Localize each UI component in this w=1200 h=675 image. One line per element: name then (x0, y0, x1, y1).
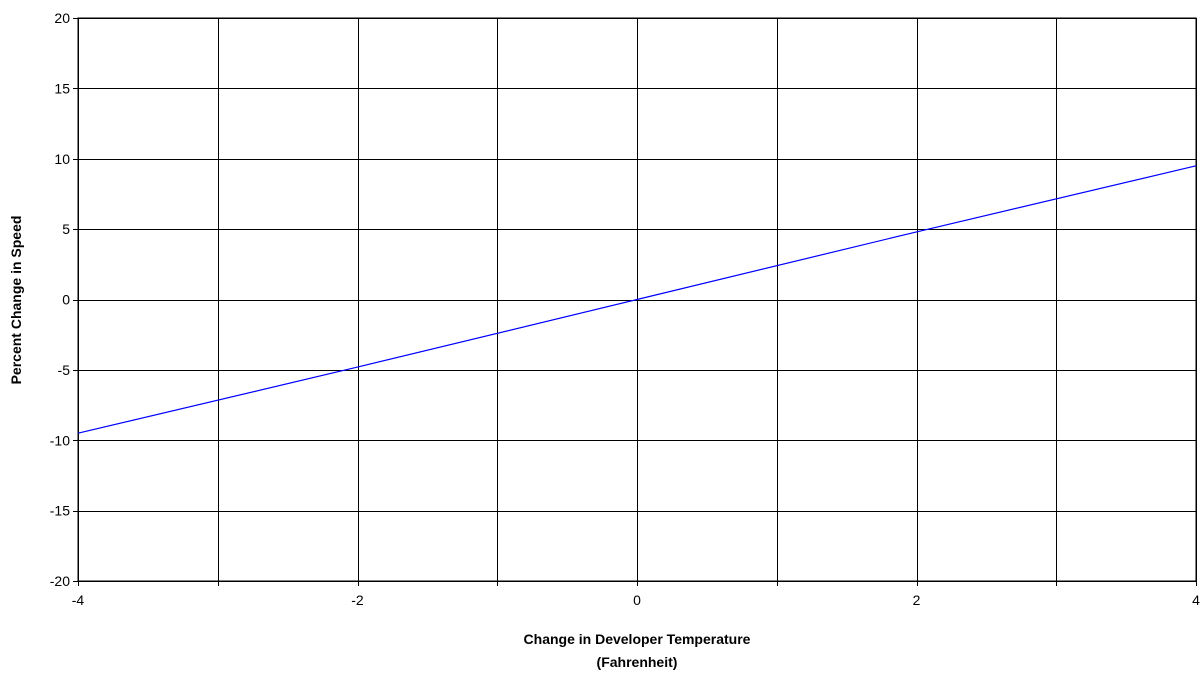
x-tick-label: 2 (913, 592, 921, 608)
x-axis-title-line-1: Change in Developer Temperature (524, 631, 751, 647)
y-tick-label: 20 (54, 10, 70, 26)
x-tick-label: -4 (72, 592, 85, 608)
y-tick-label: -5 (58, 362, 71, 378)
x-axis-title-line-2: (Fahrenheit) (597, 654, 678, 670)
x-tick-label: -2 (351, 592, 364, 608)
x-tick-labels: -4 -2 0 2 4 (72, 592, 1200, 608)
y-tick-label: -10 (50, 432, 70, 448)
y-tick-label: 10 (54, 151, 70, 167)
plot-area-border (77, 17, 1197, 582)
y-tick-label: 0 (62, 292, 70, 308)
y-tick-label: 5 (62, 221, 70, 237)
series-layer (77, 165, 1197, 434)
x-tick-label: 0 (633, 592, 641, 608)
series-line (77, 165, 1197, 434)
y-tick-labels: -20 -15 -10 -5 0 5 10 15 20 (50, 10, 70, 589)
y-tick-label: 15 (54, 80, 70, 96)
y-axis-title: Percent Change in Speed (8, 216, 24, 385)
y-tick-label: -15 (50, 503, 70, 519)
x-tick-label: 4 (1192, 592, 1200, 608)
y-tick-label: -20 (50, 573, 70, 589)
